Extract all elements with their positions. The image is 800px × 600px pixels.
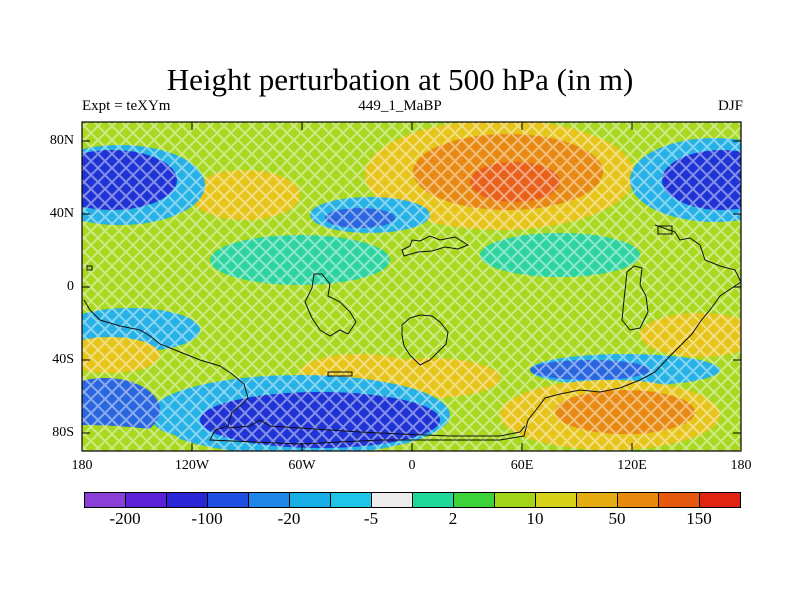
- coastline-south-america: [304, 273, 357, 337]
- x-tick-label: 120E: [617, 458, 647, 473]
- colorbar-box: [248, 492, 290, 508]
- coastline-africa-north: [401, 235, 470, 257]
- y-tick-label: 80S: [52, 425, 74, 440]
- colorbar-box: [84, 492, 126, 508]
- colorbar-box: [494, 492, 536, 508]
- colorbar-box: [576, 492, 618, 508]
- colorbar-box: [453, 492, 495, 508]
- experiment-label: Expt = teXYm: [82, 98, 171, 114]
- colorbar-box: [125, 492, 167, 508]
- y-tick-label: 40S: [52, 352, 74, 367]
- colorbar-tick-label: -200: [109, 509, 141, 528]
- x-tick-label: 0: [408, 458, 416, 473]
- x-tick-label: 180: [71, 458, 93, 473]
- colorbar-tick-label: 150: [686, 509, 712, 528]
- x-tick-label: 60E: [510, 458, 534, 473]
- colorbar-tick-label: -5: [363, 509, 379, 528]
- run-label: 449_1_MaBP: [358, 98, 442, 114]
- coastline-small-island: [327, 371, 353, 377]
- coastline-africa-south: [401, 314, 449, 366]
- colorbar-box: [330, 492, 372, 508]
- colorbar-tick-label: 50: [608, 509, 626, 528]
- y-tick-label: 40N: [49, 206, 74, 221]
- coastline-island-pacific: [86, 265, 93, 271]
- coastline-antarctica: [227, 419, 526, 437]
- colorbar-box: [166, 492, 208, 508]
- coastlines: [83, 224, 741, 445]
- x-tick-label: 60W: [288, 458, 316, 473]
- colorbar-box: [371, 492, 413, 508]
- colorbar-tick-label: 10: [526, 509, 544, 528]
- season-label: DJF: [717, 98, 743, 114]
- colorbar-tick-label: 2: [448, 509, 458, 528]
- colorbar-tick-label: -20: [277, 509, 301, 528]
- axis-ticks: [82, 122, 741, 451]
- colorbar-box: [617, 492, 659, 508]
- coastline-australia: [621, 265, 649, 331]
- colorbar-box: [658, 492, 700, 508]
- stipple-hatching: [82, 122, 741, 451]
- x-tick-label: 120W: [174, 458, 210, 473]
- colorbar-tick-label: -100: [191, 509, 223, 528]
- chart-title: Height perturbation at 500 hPa (in m): [166, 62, 634, 97]
- colorbar-box: [699, 492, 741, 508]
- coastline-island-east: [657, 225, 673, 235]
- y-tick-label: 0: [67, 279, 74, 294]
- colorbar-box: [535, 492, 577, 508]
- x-tick-label: 180: [730, 458, 752, 473]
- colorbar-box: [412, 492, 454, 508]
- coastline-asia-east: [83, 224, 741, 445]
- y-tick-label: 80N: [49, 133, 74, 148]
- height-field: [82, 122, 741, 451]
- colorbar-box: [289, 492, 331, 508]
- colorbar-box: [207, 492, 249, 508]
